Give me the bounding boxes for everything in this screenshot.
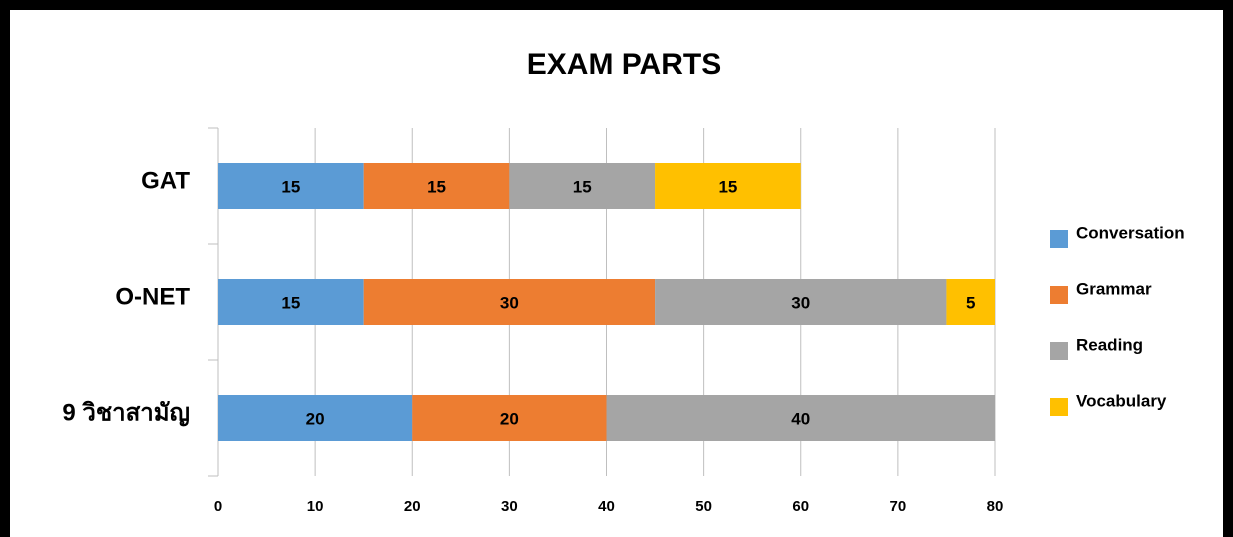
y-tick-label: O-NET [115, 283, 190, 310]
frame-left [0, 0, 10, 537]
x-tick-label: 10 [307, 498, 324, 515]
y-tick-label: GAT [141, 167, 190, 194]
frame-right [1223, 0, 1233, 537]
chart-title: EXAM PARTS [527, 48, 721, 81]
y-tick-label: 9 วิชาสามัญ [62, 399, 190, 426]
x-tick-label: 50 [695, 498, 712, 515]
legend-label: Vocabulary [1076, 391, 1167, 410]
bar-segment [218, 163, 364, 209]
data-label: 20 [500, 409, 519, 428]
frame-top [0, 0, 1233, 10]
legend-label: Grammar [1076, 279, 1152, 298]
x-tick-label: 70 [890, 498, 907, 515]
bar-segment [363, 163, 510, 209]
bar-segment [946, 279, 995, 325]
bar-segment [655, 163, 801, 209]
data-label: 30 [500, 293, 519, 312]
bar-segment [363, 279, 656, 325]
bar-segment [606, 395, 995, 441]
bar-segment [218, 395, 413, 441]
data-label: 15 [281, 177, 300, 196]
legend-swatch [1050, 286, 1068, 304]
data-label: 30 [791, 293, 810, 312]
data-label: 5 [966, 293, 975, 312]
legend-label: Reading [1076, 335, 1143, 354]
x-tick-label: 80 [987, 498, 1004, 515]
x-tick-label: 30 [501, 498, 518, 515]
x-tick-label: 40 [598, 498, 615, 515]
data-label: 15 [718, 177, 737, 196]
legend-swatch [1050, 230, 1068, 248]
x-tick-label: 60 [792, 498, 809, 515]
data-label: 15 [573, 177, 592, 196]
data-label: 15 [427, 177, 446, 196]
x-tick-label: 0 [214, 498, 222, 515]
x-tick-label: 20 [404, 498, 421, 515]
legend-swatch [1050, 342, 1068, 360]
bar-segment [655, 279, 947, 325]
bar-segment [509, 163, 656, 209]
bar-segment [412, 395, 607, 441]
legend-label: Conversation [1076, 223, 1185, 242]
data-label: 15 [281, 293, 300, 312]
bar-segment [218, 279, 364, 325]
data-label: 40 [791, 409, 810, 428]
legend-swatch [1050, 398, 1068, 416]
data-label: 20 [306, 409, 325, 428]
